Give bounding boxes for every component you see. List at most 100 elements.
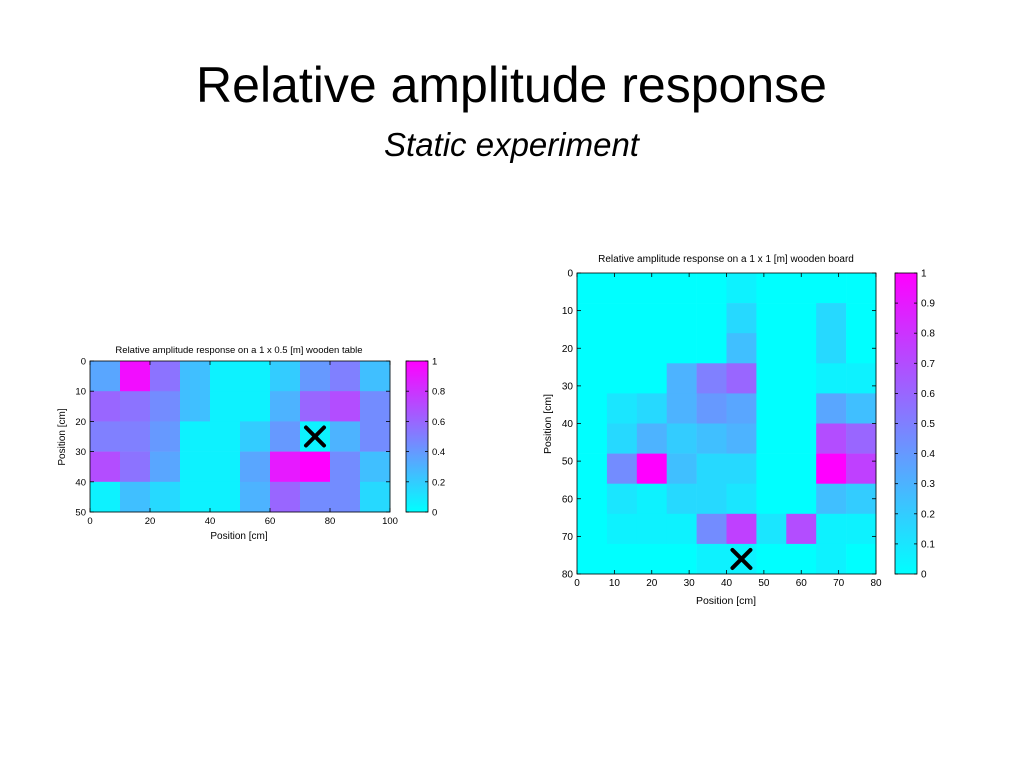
colorbar-tick-label: 0.9 bbox=[921, 299, 935, 310]
y-tick-label: 40 bbox=[562, 419, 574, 430]
x-tick-label: 100 bbox=[382, 516, 398, 527]
heatmap-cell bbox=[577, 303, 608, 334]
colorbar-gradient bbox=[894, 272, 918, 575]
heatmap-cell bbox=[270, 481, 301, 513]
heatmap-cell bbox=[786, 333, 817, 364]
heatmap-cell bbox=[696, 543, 727, 575]
heatmap-cell bbox=[270, 361, 301, 392]
heatmap-cell bbox=[636, 333, 667, 364]
heatmap-cell bbox=[786, 483, 817, 515]
heatmap-cell bbox=[696, 393, 727, 424]
heatmap-cell bbox=[360, 481, 391, 513]
heatmap-cell bbox=[120, 421, 151, 452]
heatmap-cell bbox=[696, 363, 727, 394]
heatmap-cell bbox=[846, 453, 877, 484]
heatmap-cell bbox=[330, 481, 361, 513]
heatmap-cell bbox=[330, 361, 361, 392]
heatmap-cell bbox=[726, 273, 757, 304]
x-tick-label: 50 bbox=[758, 578, 770, 589]
heatmap-cell bbox=[210, 361, 241, 392]
heatmap-cell bbox=[577, 483, 608, 515]
colorbar-tick-label: 0.4 bbox=[921, 449, 935, 460]
heatmap-cell bbox=[240, 361, 271, 392]
heatmap-cell bbox=[846, 333, 877, 364]
y-axis-ticks: 0 10 20 30 40 50 60 70 80 bbox=[562, 269, 876, 581]
y-tick-label: 40 bbox=[75, 477, 86, 488]
heatmap-cell bbox=[726, 453, 757, 484]
heatmap-cell bbox=[606, 423, 638, 454]
heatmap-cell bbox=[360, 451, 391, 483]
heatmap-cell bbox=[150, 421, 181, 452]
heatmap-cell bbox=[816, 513, 847, 545]
heatmap-cell bbox=[300, 451, 331, 483]
heatmap-cell bbox=[666, 333, 697, 364]
x-tick-label: 70 bbox=[833, 578, 845, 589]
heatmap-cell bbox=[90, 391, 121, 422]
heatmap-cell bbox=[666, 303, 697, 334]
heatmap-cell bbox=[180, 451, 211, 483]
heatmap-cell bbox=[666, 513, 697, 545]
heatmap-cell bbox=[150, 391, 181, 422]
x-axis-ticks: 0 20 40 60 80 100 bbox=[87, 361, 398, 527]
heatmap-cell bbox=[210, 481, 241, 513]
heatmap-cell bbox=[577, 453, 608, 484]
chart-title: Relative amplitude response on a 1 x 1 [… bbox=[598, 254, 854, 265]
colorbar-tick-label: 0.7 bbox=[921, 359, 935, 370]
colorbar-gradient bbox=[405, 360, 429, 513]
heatmap-cell bbox=[240, 421, 271, 452]
x-tick-label: 60 bbox=[796, 578, 808, 589]
heatmap-cell bbox=[846, 303, 877, 334]
x-tick-label: 10 bbox=[609, 578, 621, 589]
slide-subtitle: Static experiment bbox=[384, 126, 639, 163]
y-tick-label: 60 bbox=[562, 494, 574, 505]
y-tick-label: 10 bbox=[562, 306, 574, 317]
y-tick-label: 80 bbox=[562, 570, 574, 581]
heatmap-cell bbox=[150, 451, 181, 483]
source-marker bbox=[304, 425, 326, 448]
x-tick-label: 0 bbox=[574, 578, 580, 589]
heatmap-cell bbox=[120, 451, 151, 483]
heatmap-cells bbox=[90, 361, 391, 513]
heatmap-cell bbox=[846, 483, 877, 515]
heatmap-cell bbox=[360, 361, 391, 392]
y-tick-label: 50 bbox=[75, 508, 86, 519]
heatmap-cell bbox=[360, 421, 391, 452]
heatmap-board-chart: Relative amplitude response on a 1 x 1 [… bbox=[542, 254, 935, 607]
marker-x-stroke bbox=[304, 425, 326, 448]
heatmap-cell bbox=[636, 393, 667, 424]
heatmap-cell bbox=[696, 273, 727, 304]
heatmap-cell bbox=[210, 391, 241, 422]
heatmap-cell bbox=[666, 483, 697, 515]
heatmap-cell bbox=[120, 391, 151, 422]
heatmap-cell bbox=[756, 423, 787, 454]
y-tick-label: 30 bbox=[75, 447, 86, 458]
heatmap-cell bbox=[90, 481, 121, 513]
heatmap-cell bbox=[150, 481, 181, 513]
heatmap-cell bbox=[606, 303, 638, 334]
heatmap-cell bbox=[816, 483, 847, 515]
heatmap-cell bbox=[696, 453, 727, 484]
colorbar-tick-label: 0.2 bbox=[432, 477, 445, 488]
heatmap-table-chart: Relative amplitude response on a 1 x 0.5… bbox=[57, 345, 445, 542]
heatmap-cell bbox=[330, 391, 361, 422]
chart-title: Relative amplitude response on a 1 x 0.5… bbox=[115, 345, 362, 356]
x-axis-label: Position [cm] bbox=[210, 531, 267, 542]
colorbar-tick-label: 1 bbox=[432, 357, 437, 368]
heatmap-cell bbox=[696, 513, 727, 545]
heatmap-cell bbox=[636, 303, 667, 334]
heatmap-cell bbox=[726, 333, 757, 364]
heatmap-cell bbox=[330, 421, 361, 452]
heatmap-cell bbox=[816, 273, 847, 304]
x-tick-label: 40 bbox=[205, 516, 216, 527]
y-axis-label: Position [cm] bbox=[57, 408, 68, 465]
colorbar-tick-label: 0.5 bbox=[921, 419, 935, 430]
y-tick-label: 30 bbox=[562, 381, 574, 392]
heatmap-cell bbox=[756, 303, 787, 334]
heatmap-cell bbox=[756, 363, 787, 394]
colorbar-tick-label: 0 bbox=[921, 570, 927, 581]
heatmap-cell bbox=[726, 393, 757, 424]
heatmap-cell bbox=[816, 393, 847, 424]
heatmap-cell bbox=[606, 363, 638, 394]
heatmap-cell bbox=[756, 393, 787, 424]
heatmap-cell bbox=[577, 423, 608, 454]
